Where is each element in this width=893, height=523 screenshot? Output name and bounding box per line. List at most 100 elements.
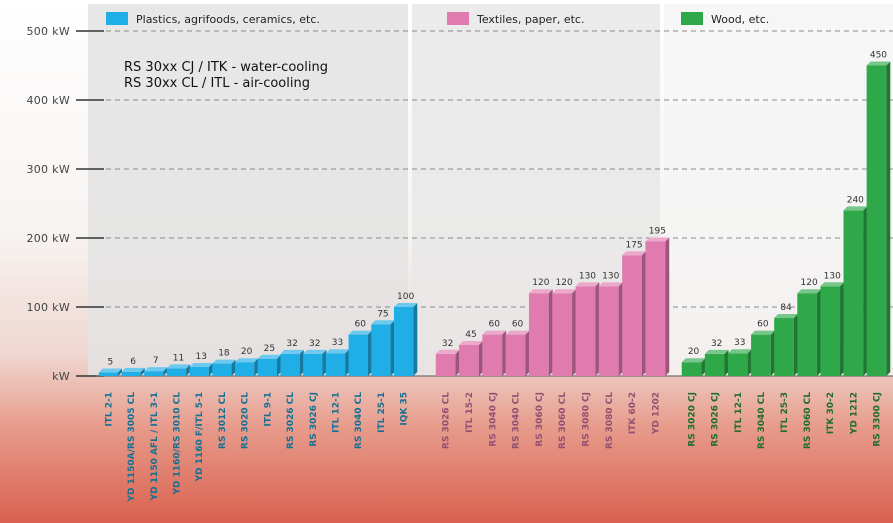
data-label-1-3: 60 bbox=[512, 320, 524, 330]
bar-top-0-11 bbox=[348, 330, 372, 335]
y-tick-label-3: 300 kW bbox=[26, 163, 70, 176]
bar-top-1-3 bbox=[505, 330, 530, 335]
bar-side-0-0 bbox=[118, 368, 123, 376]
x-tick-label-1-1: ITL 15-2 bbox=[465, 392, 475, 433]
bar-top-2-7 bbox=[843, 206, 868, 211]
x-tick-label-2-3: RS 3040 CL bbox=[757, 392, 767, 449]
bar-side-0-6 bbox=[254, 358, 259, 376]
bar-side-0-7 bbox=[277, 354, 282, 376]
bar-side-0-3 bbox=[186, 364, 191, 376]
data-label-2-2: 33 bbox=[734, 338, 745, 348]
x-tick-label-2-7: YD 1212 bbox=[849, 392, 859, 435]
bar-0-11 bbox=[348, 334, 368, 376]
data-label-2-7: 240 bbox=[847, 195, 864, 205]
bar-top-0-8 bbox=[280, 349, 304, 354]
bar-2-2 bbox=[727, 353, 748, 376]
bar-0-13 bbox=[393, 307, 414, 376]
x-tick-label-0-7: ITL 9-1 bbox=[263, 392, 273, 427]
bar-side-1-8 bbox=[641, 251, 646, 376]
data-label-0-9: 32 bbox=[309, 339, 320, 349]
data-label-0-1: 6 bbox=[130, 357, 136, 367]
data-label-0-10: 33 bbox=[332, 338, 343, 348]
bar-side-2-8 bbox=[886, 61, 891, 376]
data-label-0-0: 5 bbox=[107, 358, 113, 368]
data-label-2-3: 60 bbox=[757, 320, 769, 330]
bar-1-2 bbox=[482, 334, 503, 376]
bar-0-6 bbox=[234, 362, 255, 376]
bar-top-1-8 bbox=[622, 251, 646, 256]
bar-2-1 bbox=[704, 353, 725, 376]
annotation-1: RS 30xx CL / ITL - air-cooling bbox=[124, 76, 310, 91]
data-label-0-8: 32 bbox=[286, 339, 297, 349]
bar-0-2 bbox=[144, 371, 164, 376]
bar-side-0-11 bbox=[367, 330, 372, 376]
x-tick-label-1-7: RS 3080 CL bbox=[605, 392, 615, 449]
bar-2-8 bbox=[866, 65, 887, 376]
bar-1-3 bbox=[505, 334, 526, 376]
data-label-0-13: 100 bbox=[397, 292, 414, 302]
bar-top-0-3 bbox=[166, 364, 191, 369]
bar-top-0-13 bbox=[393, 303, 418, 307]
bar-2-4 bbox=[774, 318, 794, 376]
bar-top-2-1 bbox=[704, 349, 729, 354]
x-tick-label-2-1: RS 3026 CJ bbox=[711, 392, 721, 447]
bar-side-0-1 bbox=[140, 367, 145, 376]
data-label-2-6: 130 bbox=[824, 271, 841, 281]
legend-swatch-0 bbox=[106, 12, 128, 25]
legend-swatch-1 bbox=[447, 12, 469, 25]
bar-top-1-2 bbox=[482, 330, 507, 335]
bar-side-0-13 bbox=[413, 303, 418, 376]
bar-2-7 bbox=[843, 210, 864, 376]
x-tick-label-0-0: ITL 2-1 bbox=[104, 392, 114, 427]
x-tick-label-0-6: RS 3020 CL bbox=[241, 392, 251, 449]
bar-0-0 bbox=[98, 372, 119, 376]
y-tick-label-0: kW bbox=[52, 370, 70, 383]
data-label-1-9: 195 bbox=[649, 226, 666, 236]
x-tick-label-0-13: IQK 35 bbox=[400, 392, 410, 426]
bar-top-1-5 bbox=[552, 289, 577, 294]
data-label-2-4: 84 bbox=[780, 303, 792, 313]
data-label-2-1: 32 bbox=[711, 339, 722, 349]
bar-2-0 bbox=[681, 362, 702, 376]
legend-label-2: Wood, etc. bbox=[711, 13, 769, 26]
data-label-0-4: 13 bbox=[195, 352, 206, 362]
bar-side-2-2 bbox=[747, 349, 752, 376]
bar-2-3 bbox=[751, 334, 771, 376]
data-label-1-8: 175 bbox=[625, 240, 642, 250]
bar-side-2-1 bbox=[724, 349, 729, 376]
x-tick-label-1-2: RS 3040 CJ bbox=[488, 392, 498, 447]
bar-1-7 bbox=[598, 286, 619, 376]
bar-side-2-3 bbox=[770, 330, 775, 376]
legend-label-1: Textiles, paper, etc. bbox=[476, 13, 584, 26]
bar-side-2-7 bbox=[863, 206, 868, 376]
x-tick-label-0-8: RS 3026 CL bbox=[286, 392, 296, 449]
bar-top-0-1 bbox=[121, 367, 145, 372]
x-tick-label-2-4: ITL 25-3 bbox=[780, 392, 790, 433]
data-label-1-0: 32 bbox=[442, 339, 453, 349]
bar-0-7 bbox=[257, 358, 278, 376]
data-label-0-2: 7 bbox=[153, 356, 159, 366]
x-tick-label-0-11: RS 3040 CL bbox=[354, 392, 364, 449]
bar-1-9 bbox=[645, 241, 666, 376]
bar-0-9 bbox=[303, 353, 323, 376]
bar-top-1-7 bbox=[598, 282, 623, 287]
y-tick-label-2: 200 kW bbox=[26, 232, 70, 245]
bar-2-6 bbox=[820, 286, 841, 376]
bar-side-2-4 bbox=[793, 314, 798, 376]
bar-side-1-1 bbox=[478, 340, 483, 376]
x-tick-label-1-0: RS 3026 CL bbox=[442, 392, 452, 449]
data-label-0-3: 11 bbox=[173, 353, 184, 363]
x-tick-label-0-3: YD 1160/RS 3010 CL bbox=[173, 392, 183, 496]
bar-top-0-4 bbox=[189, 363, 213, 368]
bar-top-0-5 bbox=[212, 359, 236, 364]
x-tick-label-2-2: ITL 12-1 bbox=[734, 392, 744, 433]
bar-side-1-7 bbox=[618, 282, 623, 376]
legend-swatch-2 bbox=[681, 12, 703, 25]
bar-side-1-3 bbox=[525, 330, 530, 376]
bar-side-1-2 bbox=[502, 330, 507, 376]
bar-top-0-0 bbox=[98, 368, 123, 373]
legend-label-0: Plastics, agrifoods, ceramics, etc. bbox=[136, 13, 320, 26]
x-tick-label-0-12: ITL 25-1 bbox=[377, 392, 387, 433]
bar-side-1-6 bbox=[595, 282, 600, 376]
